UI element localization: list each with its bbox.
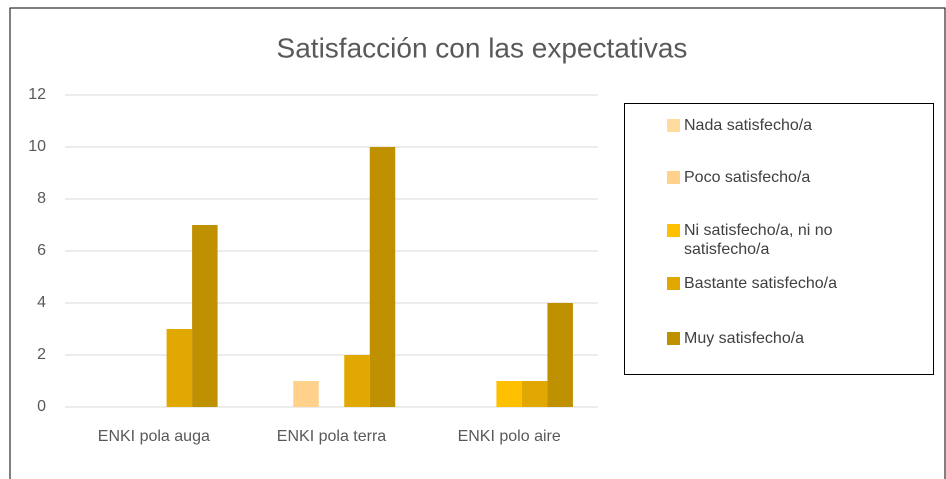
legend: Nada satisfecho/a Poco satisfecho/a Ni sat… bbox=[624, 103, 934, 375]
legend-swatch bbox=[667, 277, 680, 290]
legend-label: Poco satisfecho/a bbox=[684, 169, 811, 186]
bar bbox=[192, 225, 218, 407]
legend-label: Bastante satisfecho/a bbox=[684, 275, 837, 292]
y-tick-label: 4 bbox=[37, 294, 46, 311]
x-tick-label: ENKI pola auga bbox=[98, 428, 210, 445]
y-tick-label: 0 bbox=[37, 398, 46, 415]
y-tick-label: 12 bbox=[28, 86, 46, 103]
legend-entry: Nada satisfecho/a bbox=[667, 116, 909, 135]
x-tick-label: ENKI pola terra bbox=[277, 428, 386, 445]
chart-title: Satisfacción con las expectativas bbox=[277, 32, 688, 63]
y-tick-label: 2 bbox=[37, 346, 46, 363]
chart-border bbox=[9, 7, 946, 479]
legend-entry: Muy satisfecho/a bbox=[667, 329, 909, 348]
legend-label: Ni satisfecho/a, ni no satisfecho/a bbox=[684, 222, 833, 258]
bar bbox=[293, 381, 319, 407]
bar bbox=[344, 355, 370, 407]
x-tick-label: ENKI polo aire bbox=[458, 428, 561, 445]
bar bbox=[521, 381, 548, 407]
bar bbox=[547, 303, 573, 407]
y-tick-label: 8 bbox=[37, 190, 46, 207]
legend-entry: Bastante satisfecho/a bbox=[667, 274, 909, 293]
legend-entry: Poco satisfecho/a bbox=[667, 168, 909, 187]
bar bbox=[166, 329, 193, 407]
y-tick-label: 10 bbox=[28, 138, 46, 155]
legend-label: Muy satisfecho/a bbox=[684, 330, 805, 347]
legend-label: Nada satisfecho/a bbox=[684, 117, 813, 134]
legend-swatch bbox=[667, 171, 680, 184]
legend-entry: Ni satisfecho/a, ni no satisfecho/a bbox=[667, 221, 909, 259]
legend-swatch bbox=[667, 332, 680, 345]
legend-swatch bbox=[667, 119, 680, 132]
y-tick-label: 6 bbox=[37, 242, 46, 259]
bar bbox=[496, 381, 522, 407]
legend-swatch bbox=[667, 224, 680, 237]
bar bbox=[369, 147, 396, 407]
